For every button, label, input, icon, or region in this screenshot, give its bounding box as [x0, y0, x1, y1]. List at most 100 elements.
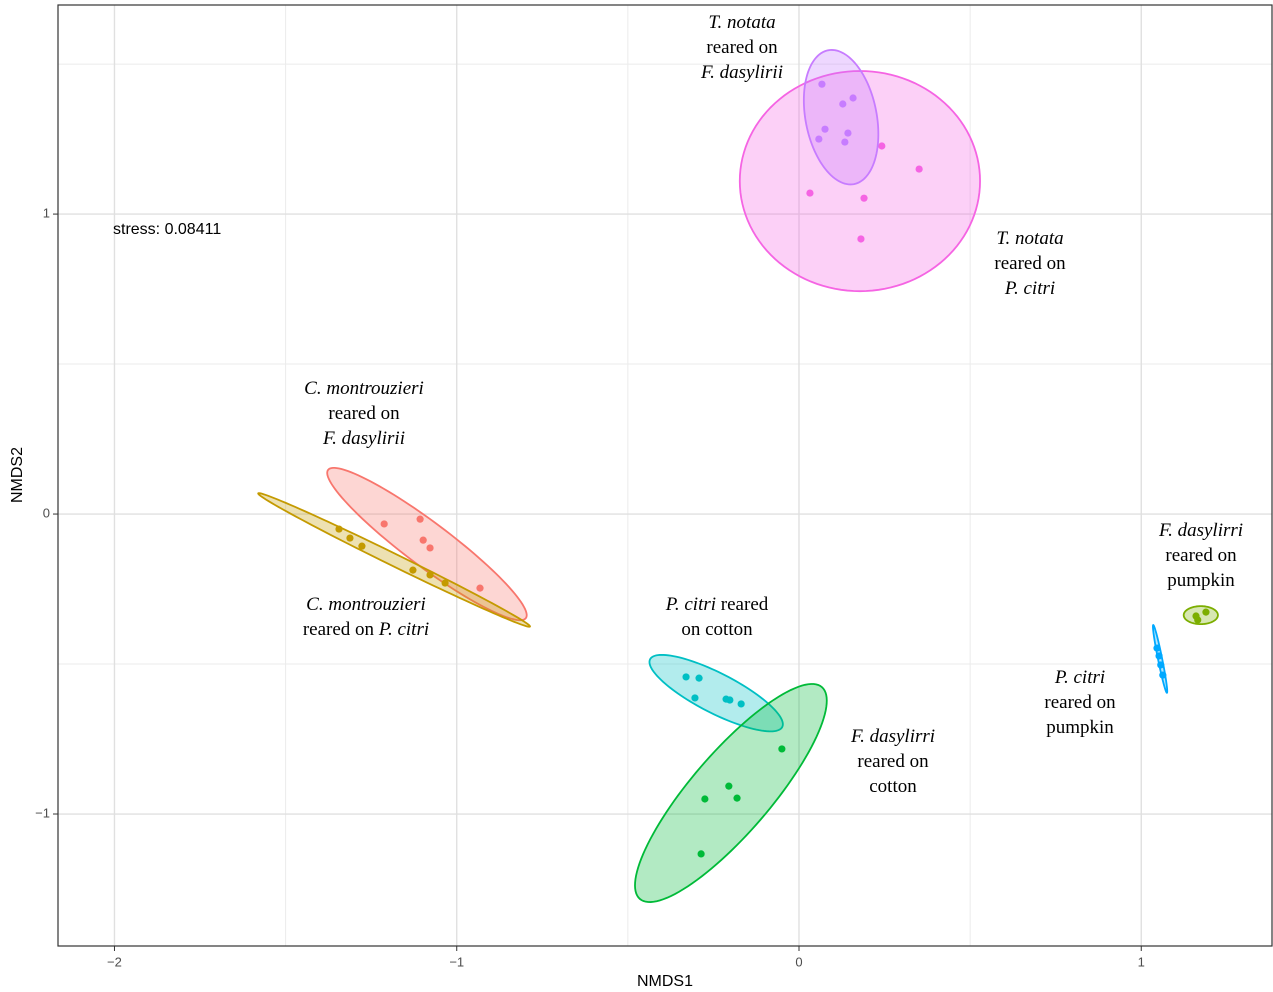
group-label-text: pumpkin	[1046, 717, 1114, 738]
group-label-text: F. dasylirri	[850, 726, 935, 747]
point	[1159, 671, 1167, 679]
group-label-line: F. dasylirri	[850, 726, 935, 747]
point	[878, 142, 886, 150]
point	[691, 694, 699, 702]
y-tick-label: −1	[35, 805, 50, 820]
point	[697, 850, 705, 858]
point	[733, 794, 741, 802]
point	[915, 165, 923, 173]
confidence-ellipse	[1182, 605, 1219, 626]
group-label-line: C. montrouzieri	[306, 594, 426, 615]
y-axis-title: NMDS2	[9, 447, 26, 503]
point	[1153, 644, 1161, 652]
group-label-text: on cotton	[681, 619, 753, 640]
group-label-text: reared on	[1165, 545, 1237, 566]
group-label-line: pumpkin	[1046, 717, 1114, 738]
group-label-text: reared on	[857, 751, 929, 772]
point	[806, 189, 814, 197]
group-label-line: on cotton	[681, 619, 753, 640]
group-label-line: F. dasylirii	[700, 62, 783, 83]
point	[701, 795, 709, 803]
y-tick-label: 1	[43, 206, 50, 221]
x-axis-title: NMDS1	[637, 973, 693, 990]
point	[346, 534, 354, 542]
group-label-text: P. citri	[665, 594, 716, 615]
group-label-line: pumpkin	[1167, 570, 1235, 591]
point	[695, 674, 703, 682]
point	[416, 515, 424, 523]
point	[1157, 661, 1165, 669]
point	[380, 520, 388, 528]
confidence-ellipse	[634, 683, 828, 903]
group-label-line: T. notata	[708, 12, 775, 33]
point	[409, 566, 417, 574]
point	[841, 138, 849, 146]
group-label-line: P. citri reared	[665, 594, 769, 615]
group-label-line: reared on	[994, 253, 1066, 274]
group-label-text: C. montrouzieri	[304, 378, 424, 399]
group-label-line: P. citri	[1054, 667, 1105, 688]
group-label-line: reared on	[706, 37, 778, 58]
group-label-text: P. citri	[378, 619, 429, 640]
group-label-text: reared on	[994, 253, 1066, 274]
group-label-text: cotton	[869, 776, 917, 797]
group-label-line: P. citri	[1004, 278, 1055, 299]
group-label-text: P. citri	[1004, 278, 1055, 299]
group-label-text: reared on	[303, 619, 379, 640]
point	[839, 100, 847, 108]
group-label-line: T. notata	[996, 228, 1063, 249]
group-label-text: F. dasylirri	[1158, 520, 1243, 541]
x-tick-label: 0	[795, 954, 802, 969]
group-label-text: T. notata	[708, 12, 775, 33]
group-label-line: F. dasylirii	[322, 428, 405, 449]
point	[778, 745, 786, 753]
point	[815, 135, 823, 143]
point	[426, 571, 434, 579]
point	[849, 94, 857, 102]
group-label-line: reared on	[1044, 692, 1116, 713]
point	[476, 584, 484, 592]
group-label-text: P. citri	[1054, 667, 1105, 688]
group-label-text: F. dasylirii	[322, 428, 405, 449]
confidence-ellipse	[257, 492, 531, 628]
x-tick-label: −1	[449, 954, 464, 969]
point	[857, 235, 865, 243]
group-label-line: cotton	[869, 776, 917, 797]
y-tick-label: 0	[43, 505, 50, 520]
point	[419, 536, 427, 544]
group-label-line: reared on	[328, 403, 400, 424]
point	[682, 673, 690, 681]
point	[821, 125, 829, 133]
group-label-text: reared on	[706, 37, 778, 58]
point	[426, 544, 434, 552]
point	[441, 579, 449, 587]
confidence-ellipse	[648, 653, 784, 733]
group-label-text: pumpkin	[1167, 570, 1235, 591]
stress-annotation: stress: 0.08411	[113, 221, 221, 238]
group-label-line: reared on	[857, 751, 929, 772]
panel-border	[57, 4, 1273, 947]
point	[860, 194, 868, 202]
group-label-line: reared on	[1165, 545, 1237, 566]
group-label-line: F. dasylirri	[1158, 520, 1243, 541]
marks-layer	[257, 49, 1219, 903]
point	[1194, 616, 1202, 624]
group-label-text: F. dasylirii	[700, 62, 783, 83]
group-label-line: C. montrouzieri	[304, 378, 424, 399]
point	[725, 782, 733, 790]
x-tick-label: 1	[1138, 954, 1145, 969]
group-label-text: C. montrouzieri	[306, 594, 426, 615]
point	[358, 542, 366, 550]
group-label-text: reared on	[1044, 692, 1116, 713]
group-label-text: reared on	[328, 403, 400, 424]
grid-layer	[53, 5, 1272, 951]
point	[737, 700, 745, 708]
group-label-text: reared	[716, 594, 769, 615]
group-label-text: T. notata	[996, 228, 1063, 249]
point	[1155, 652, 1163, 660]
point	[726, 696, 734, 704]
point	[818, 80, 826, 88]
group-label-line: reared on P. citri	[303, 619, 429, 640]
